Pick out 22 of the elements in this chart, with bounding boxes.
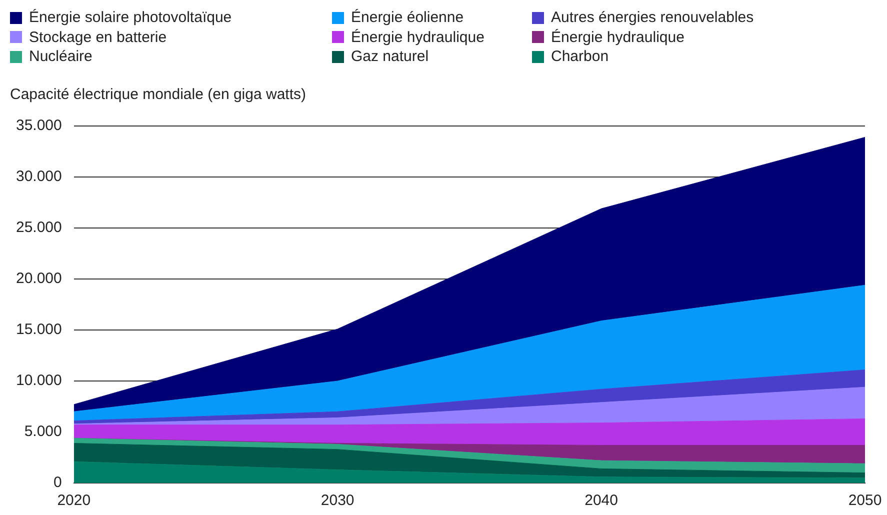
y-tick-label: 0: [54, 474, 62, 492]
legend-label: Énergie éolienne: [351, 8, 464, 28]
y-tick-label: 15.000: [16, 321, 62, 338]
y-tick-label: 20.000: [16, 270, 62, 288]
legend-label: Charbon: [551, 47, 609, 66]
y-tick-label: 30.000: [16, 168, 62, 186]
x-tick-label: 2020: [57, 492, 91, 510]
y-tick-label: 10.000: [16, 372, 62, 390]
legend-label: Énergie hydraulique: [351, 28, 484, 47]
x-tick-label: 2050: [848, 492, 882, 510]
legend-label: Gaz naturel: [351, 47, 429, 66]
x-tick-label: 2030: [320, 492, 354, 510]
legend-label: Stockage en batterie: [29, 28, 167, 47]
y-tick-label: 5.000: [24, 423, 62, 440]
x-tick-label: 2040: [584, 492, 618, 510]
legend-label: Autres énergies renouvelables: [551, 8, 754, 28]
legend-label: Énergie solaire photovoltaïque: [29, 8, 232, 28]
y-tick-label: 35.000: [16, 117, 62, 134]
y-axis-title: Capacité électrique mondiale (en giga watts): [10, 86, 306, 103]
legend-label: Énergie hydraulique: [551, 28, 684, 47]
y-tick-label: 25.000: [16, 219, 62, 236]
legend-label: Nucléaire: [29, 47, 92, 66]
